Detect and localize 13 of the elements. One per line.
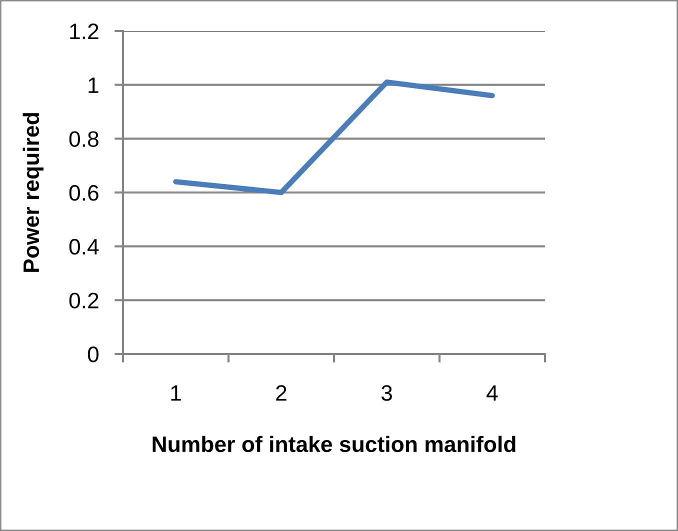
- x-tick-label: 2: [276, 385, 286, 401]
- x-tick-label: 1: [171, 385, 181, 401]
- x-axis-title: Number of intake suction manifold: [152, 436, 516, 452]
- x-tick-label: 3: [381, 385, 392, 401]
- y-tick-label: 0.6: [69, 185, 98, 201]
- y-tick-label: 1.2: [70, 24, 98, 40]
- y-tick-label: 0.2: [69, 292, 98, 308]
- y-tick-label: 0: [88, 346, 99, 362]
- x-tick-label: 4: [486, 385, 498, 401]
- y-tick-label: 0.4: [69, 238, 99, 255]
- y-tick-label: 0.8: [69, 131, 98, 147]
- y-axis-title: Power required: [22, 113, 44, 272]
- y-tick-label: 1: [88, 78, 98, 93]
